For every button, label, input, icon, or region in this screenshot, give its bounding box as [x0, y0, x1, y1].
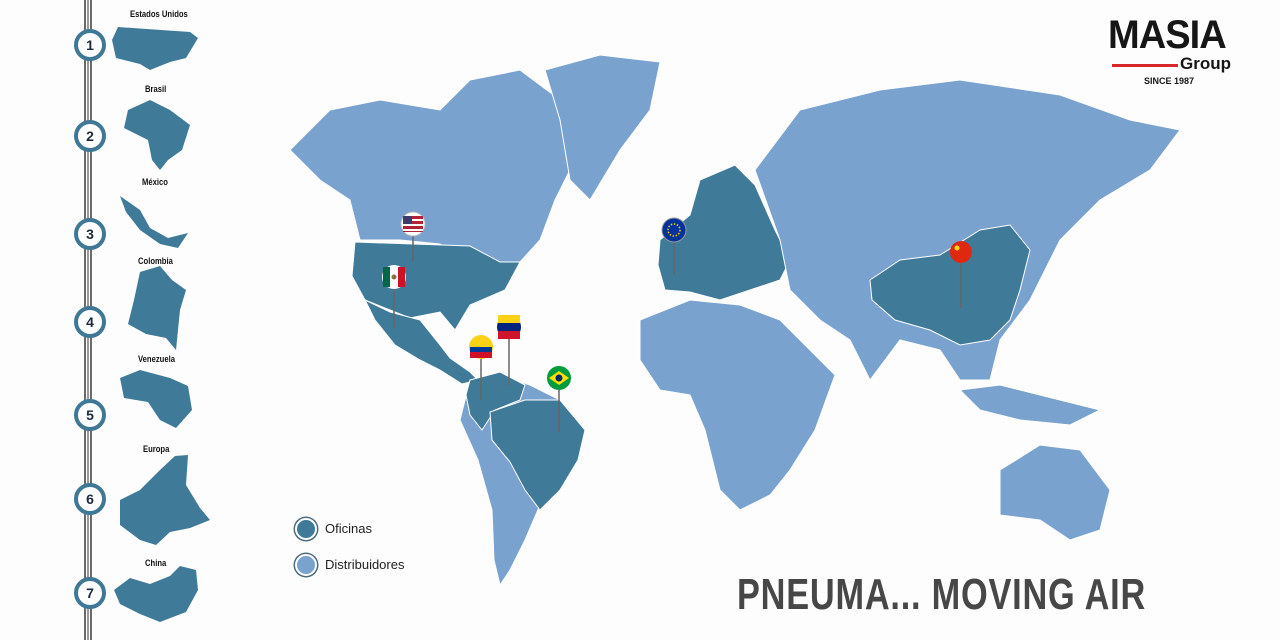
- logo-red-bar: [1112, 64, 1178, 67]
- label-venezuela: Venezuela: [138, 354, 176, 364]
- mini-china: [114, 566, 198, 622]
- masia-logo: MASIA Group SINCE 1987: [1108, 13, 1248, 88]
- step-6: 6: [74, 483, 106, 515]
- step-3: 3: [74, 218, 106, 250]
- label-china: China: [145, 558, 167, 568]
- legend-label-oficinas: Oficinas: [325, 521, 372, 536]
- mini-mexico: [120, 196, 188, 248]
- slogan: PNEUMA... MOVING AIR: [737, 570, 1147, 619]
- mini-brasil: [124, 100, 190, 170]
- label-brasil: Brasil: [145, 84, 167, 94]
- step-1: 1: [74, 29, 106, 61]
- pins: [382, 211, 972, 432]
- pin-china: [950, 241, 972, 308]
- step-5: 5: [74, 399, 106, 431]
- mini-venezuela: [120, 370, 192, 428]
- southeast-asia-islands: [958, 384, 1102, 426]
- pin-venezuela: [497, 315, 521, 385]
- step-4: 4: [74, 306, 106, 338]
- pin-usa: [400, 211, 426, 262]
- pin-colombia: [469, 335, 493, 400]
- mini-country-shapes: [112, 27, 210, 622]
- step-2: 2: [74, 120, 106, 152]
- label-colombia: Colombia: [138, 256, 173, 266]
- brazil: [489, 399, 586, 511]
- europe: [657, 164, 791, 301]
- pin-mexico: [382, 265, 406, 328]
- china-flag-icon: [950, 241, 972, 263]
- asia: [754, 79, 1181, 381]
- australia: [999, 444, 1111, 541]
- mini-europa: [120, 455, 210, 545]
- label-europa: Europa: [143, 444, 170, 454]
- legend-distribuidores: Distribuidores: [295, 554, 404, 576]
- logo-since: SINCE 1987: [1144, 76, 1195, 86]
- eu-flag-icon: [661, 217, 687, 243]
- north-america: [289, 69, 581, 269]
- continents: [289, 54, 1181, 587]
- mini-colombia: [128, 266, 186, 350]
- legend-label-distribuidores: Distribuidores: [325, 557, 405, 572]
- pin-brazil: [547, 366, 571, 432]
- legend-oficinas: Oficinas: [295, 518, 372, 540]
- distribuidores-swatch: [295, 554, 317, 576]
- africa: [639, 299, 836, 511]
- mini-usa: [112, 27, 198, 70]
- oficinas-swatch: [295, 518, 317, 540]
- greenland: [544, 54, 661, 201]
- logo-group: Group: [1180, 54, 1231, 73]
- china: [869, 224, 1031, 346]
- label-usa: Estados Unidos: [130, 9, 188, 19]
- step-7: 7: [74, 577, 106, 609]
- label-mexico: México: [142, 177, 168, 187]
- pin-eu: [661, 217, 687, 275]
- logo-name: MASIA: [1108, 13, 1227, 57]
